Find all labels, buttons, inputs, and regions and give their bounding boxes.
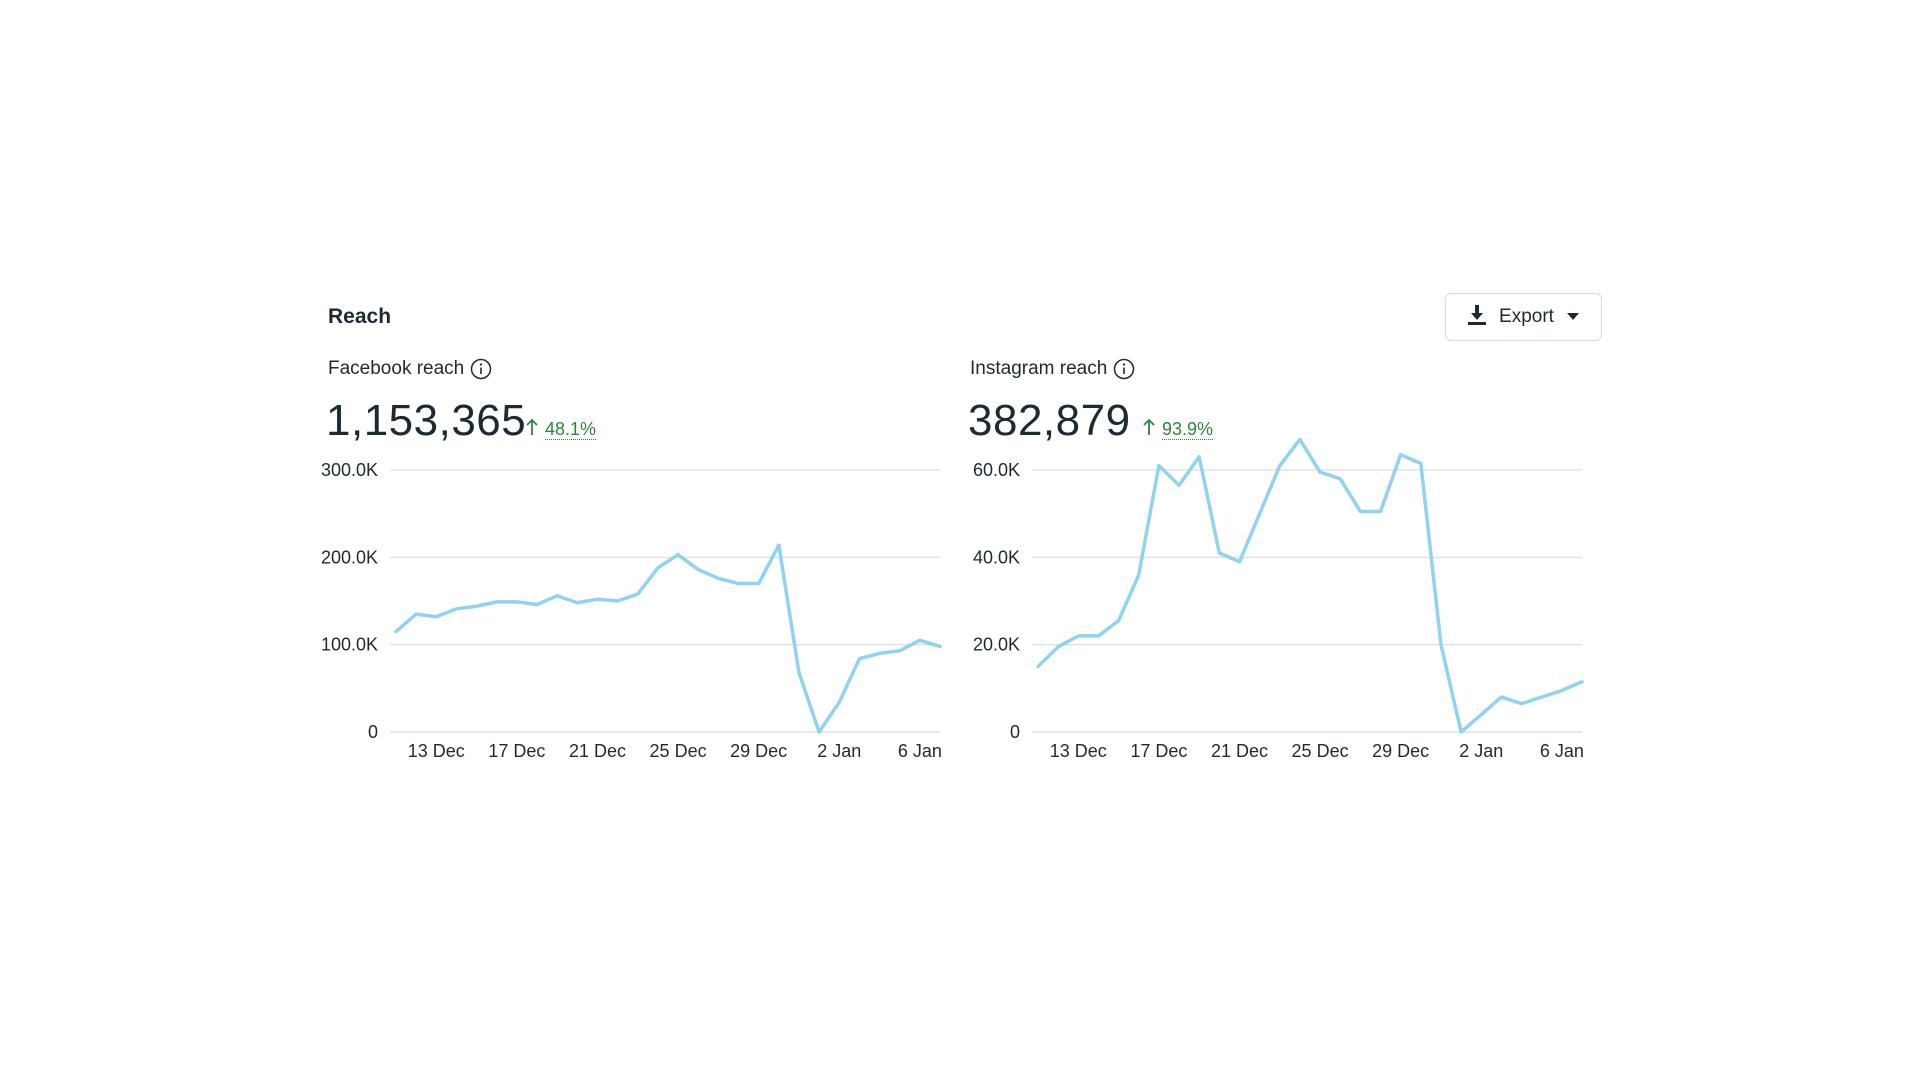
instagram-reach-label: Instagram reach	[970, 358, 1108, 379]
instagram-reach-series-line	[1036, 437, 1584, 734]
facebook-reach-delta-value[interactable]: 48.1%	[545, 419, 597, 440]
facebook-reach-x-tick-label: 17 Dec	[488, 741, 545, 761]
download-icon	[1467, 304, 1487, 331]
instagram-reach-y-tick-label: 40.0K	[973, 547, 1020, 567]
instagram-reach-delta-value[interactable]: 93.9%	[1162, 419, 1214, 440]
export-label: Export	[1499, 306, 1554, 327]
instagram-reach-y-tick-label: 60.0K	[973, 460, 1020, 480]
instagram-reach-x-tick-label: 21 Dec	[1211, 741, 1268, 761]
instagram-reach-x-tick-label: 6 Jan	[1540, 741, 1584, 761]
facebook-reach-x-tick-label: 21 Dec	[569, 741, 626, 761]
facebook-reach-y-tick-label: 200.0K	[321, 547, 378, 567]
facebook-reach-title: Facebook reach	[328, 358, 492, 380]
info-icon[interactable]	[1113, 358, 1135, 380]
instagram-reach-y-tick-label: 0	[1010, 722, 1020, 742]
export-button[interactable]: Export	[1445, 293, 1602, 341]
facebook-reach-x-tick-label: 13 Dec	[408, 741, 465, 761]
caret-down-icon	[1566, 308, 1580, 326]
instagram-reach-chart: 0 20.0K 40.0K 60.0K 13 Dec 17 Dec 21 Dec 25 Dec…	[973, 437, 1584, 761]
facebook-reach-series-line	[394, 543, 942, 734]
section-title: Reach	[328, 305, 392, 328]
facebook-reach-y-tick-label: 300.0K	[321, 460, 378, 480]
instagram-reach-x-tick-label: 25 Dec	[1292, 741, 1349, 761]
info-icon[interactable]	[470, 358, 492, 380]
instagram-reach-value: 382,879	[968, 396, 1131, 445]
facebook-reach-delta: 48.1%	[525, 418, 597, 441]
instagram-reach-delta: 93.9%	[1142, 418, 1214, 441]
facebook-reach-x-tick-label: 6 Jan	[898, 741, 942, 761]
facebook-reach-y-tick-label: 0	[368, 722, 378, 742]
instagram-reach-x-tick-label: 13 Dec	[1050, 741, 1107, 761]
facebook-reach-value: 1,153,365	[326, 396, 527, 445]
facebook-reach-x-tick-label: 29 Dec	[730, 741, 787, 761]
instagram-reach-y-tick-label: 20.0K	[973, 635, 1020, 655]
facebook-reach-label: Facebook reach	[328, 358, 465, 379]
instagram-reach-x-tick-label: 2 Jan	[1459, 741, 1503, 761]
instagram-reach-title: Instagram reach	[970, 358, 1135, 380]
facebook-reach-chart: 0 100.0K 200.0K 300.0K 13 Dec 17 Dec 21 Dec 25 …	[321, 460, 942, 761]
arrow-up-icon	[1142, 418, 1156, 441]
facebook-reach-x-tick-label: 2 Jan	[817, 741, 861, 761]
instagram-reach-x-tick-label: 17 Dec	[1130, 741, 1187, 761]
instagram-reach-x-tick-label: 29 Dec	[1372, 741, 1429, 761]
facebook-reach-y-tick-label: 100.0K	[321, 635, 378, 655]
facebook-reach-x-tick-label: 25 Dec	[650, 741, 707, 761]
arrow-up-icon	[525, 418, 539, 441]
